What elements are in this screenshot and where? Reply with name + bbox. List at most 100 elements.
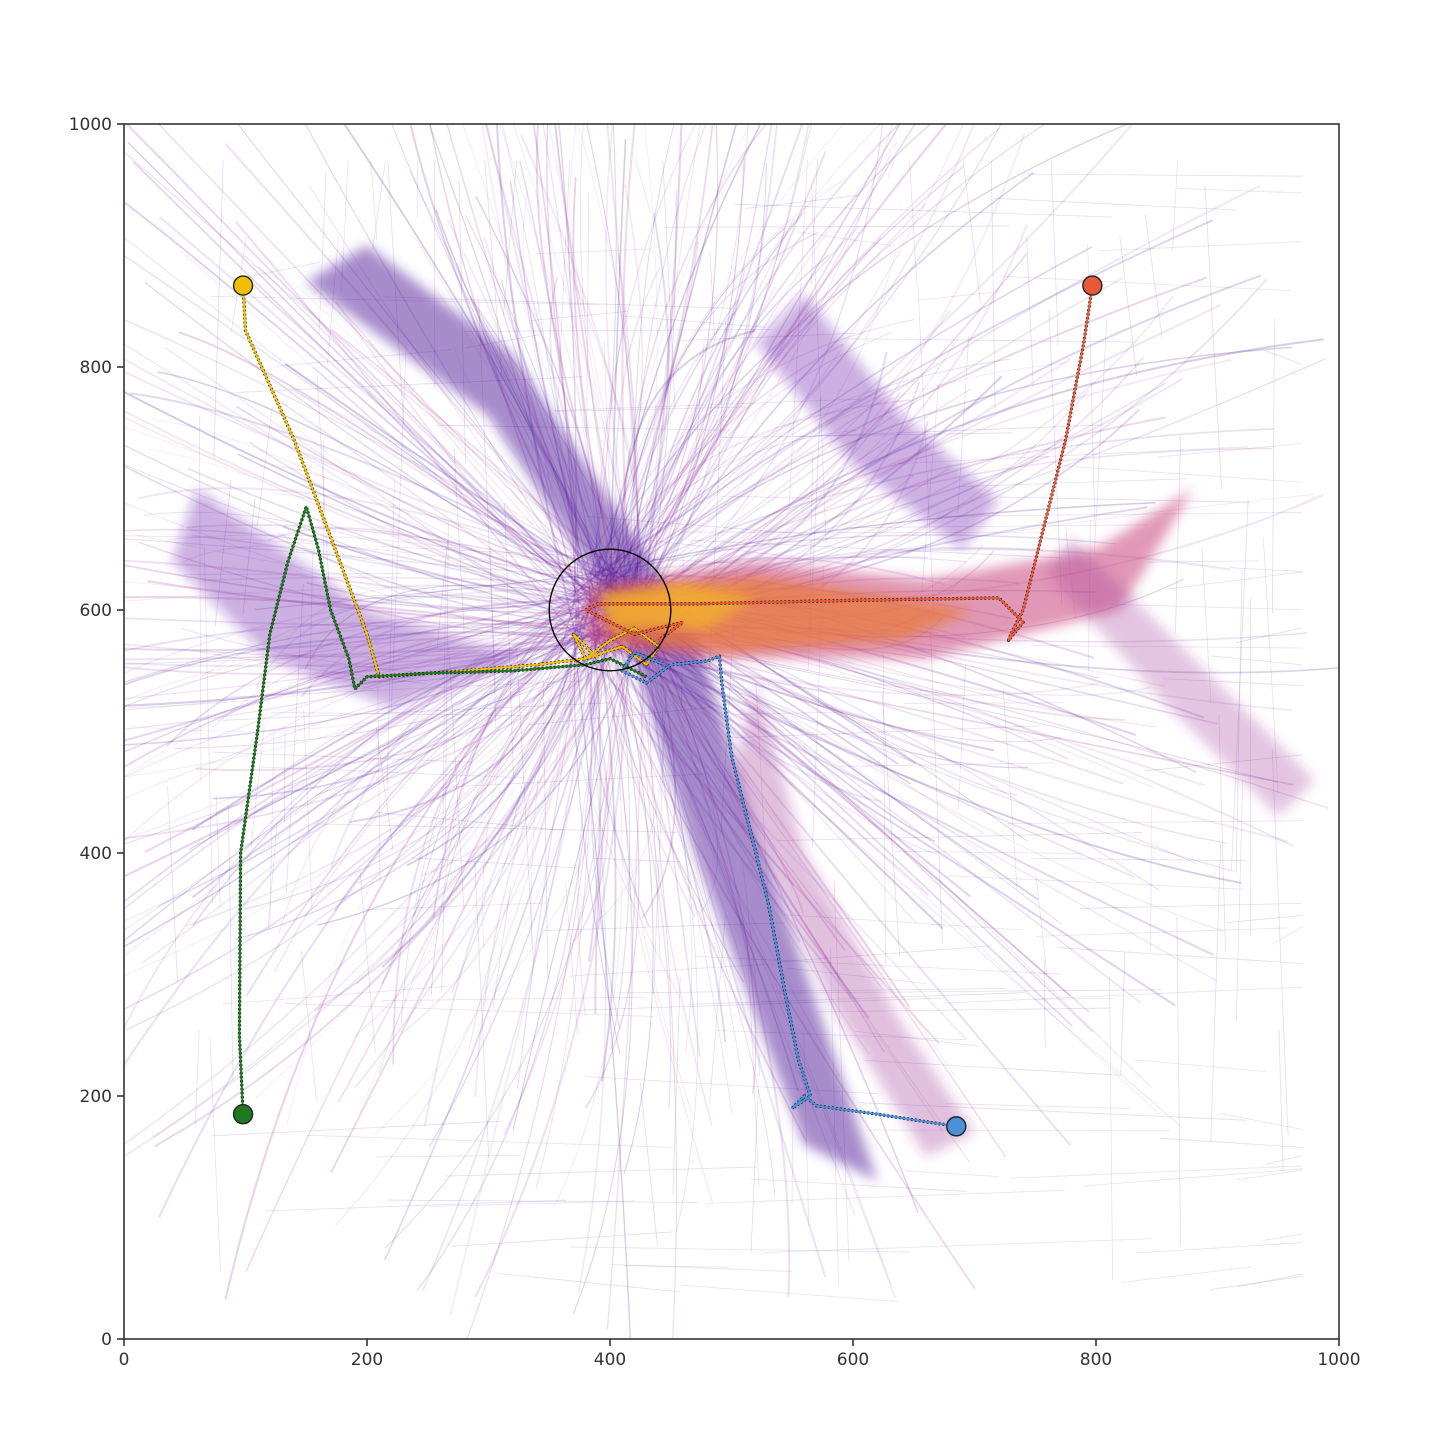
density-hatch <box>316 823 678 833</box>
density-hatch <box>1080 902 1303 909</box>
density-streak <box>627 593 678 1339</box>
x-tick-label: 400 <box>594 1350 626 1370</box>
density-hatch <box>489 546 497 729</box>
density-hatch <box>256 406 273 527</box>
density-streak <box>286 641 587 1126</box>
density-band <box>755 294 999 550</box>
density-hatch <box>903 702 1065 704</box>
density-hatch <box>1136 1242 1303 1254</box>
density-streak <box>124 590 634 1032</box>
density-hatch <box>363 902 548 911</box>
density-streak <box>248 441 587 593</box>
density-streak <box>599 185 1261 607</box>
density-hatch <box>1210 1276 1303 1290</box>
density-hatch <box>1231 499 1249 871</box>
density-hatch <box>1120 952 1126 1074</box>
density-streak <box>495 124 578 641</box>
density-hatch <box>1272 318 1275 614</box>
density-streak <box>607 165 965 589</box>
density-streak <box>248 280 626 627</box>
density-hatch <box>905 1170 1000 1178</box>
density-streak <box>130 392 635 593</box>
density-streak <box>354 588 631 1038</box>
density-streak <box>268 379 635 589</box>
density-streak <box>633 124 675 575</box>
start-marker-1 <box>1082 275 1103 296</box>
density-streak <box>512 632 635 1131</box>
density-hatch <box>250 725 265 848</box>
density-streak <box>316 644 637 926</box>
density-streak <box>643 124 701 633</box>
density-streak <box>400 575 594 1024</box>
density-streak <box>124 579 580 957</box>
density-streak <box>275 398 621 644</box>
density-streak <box>124 390 611 595</box>
density-hatch <box>1262 1233 1303 1241</box>
density-streak <box>245 585 608 997</box>
density-streak <box>443 586 601 895</box>
density-streak <box>124 409 626 582</box>
density-hatch <box>307 1134 672 1148</box>
density-streak <box>624 150 827 625</box>
density-hatch <box>375 1154 521 1158</box>
x-axis: 0 200 400 600 800 1000 <box>119 1339 1361 1370</box>
density-streak <box>293 425 578 623</box>
density-band <box>172 488 525 708</box>
density-streak <box>474 612 637 1098</box>
density-hatch <box>508 765 527 841</box>
density-streak <box>605 124 639 611</box>
density-streak <box>200 580 581 677</box>
density-hatch <box>428 1200 636 1207</box>
density-hatch <box>1035 927 1288 937</box>
density-hatch <box>436 773 707 788</box>
density-hatch <box>1235 779 1244 1022</box>
density-streak <box>124 444 616 621</box>
density-streak <box>555 124 645 596</box>
density-streak <box>157 604 624 908</box>
density-streak <box>580 124 881 623</box>
density-hatch <box>387 1199 698 1203</box>
density-streak <box>150 419 612 641</box>
density-streak <box>124 625 580 922</box>
density-hatch <box>215 794 221 908</box>
density-hatch <box>1271 926 1303 945</box>
density-streak <box>124 616 621 842</box>
density-streak <box>141 577 587 964</box>
density-streak <box>595 637 776 1195</box>
density-streak <box>126 124 616 624</box>
density-streak <box>124 236 636 627</box>
density-streak <box>381 628 602 968</box>
density-hatch <box>316 375 330 587</box>
density-streak <box>314 595 604 796</box>
density-streak <box>630 124 1134 577</box>
density-hatch <box>990 160 996 411</box>
density-streak <box>124 124 632 595</box>
density-streak <box>584 587 640 1109</box>
density-hatch <box>844 338 1135 343</box>
density-hatch <box>535 248 652 255</box>
density-hatch <box>1134 1059 1266 1073</box>
density-hatch <box>376 811 564 831</box>
density-hatch <box>1266 1154 1303 1165</box>
y-tick-label: 800 <box>80 358 112 378</box>
density-hatch <box>844 524 1148 529</box>
density-streak <box>124 635 621 665</box>
density-streak <box>601 124 901 638</box>
density-streak <box>234 580 603 825</box>
density-streak <box>312 366 626 646</box>
density-hatch <box>381 996 646 1002</box>
density-hatch <box>1271 749 1289 1137</box>
density-streak <box>374 593 601 1136</box>
density-streak <box>124 634 579 878</box>
density-hatch <box>1121 1266 1251 1283</box>
density-hatch <box>1150 808 1152 952</box>
density-streak <box>553 578 623 1208</box>
density-streak <box>621 124 636 645</box>
density-streak <box>191 625 605 899</box>
density-streak <box>282 525 621 604</box>
density-streak <box>290 387 586 576</box>
density-streak <box>422 588 599 1291</box>
density-hatch <box>377 686 381 884</box>
density-band <box>1047 537 1315 817</box>
